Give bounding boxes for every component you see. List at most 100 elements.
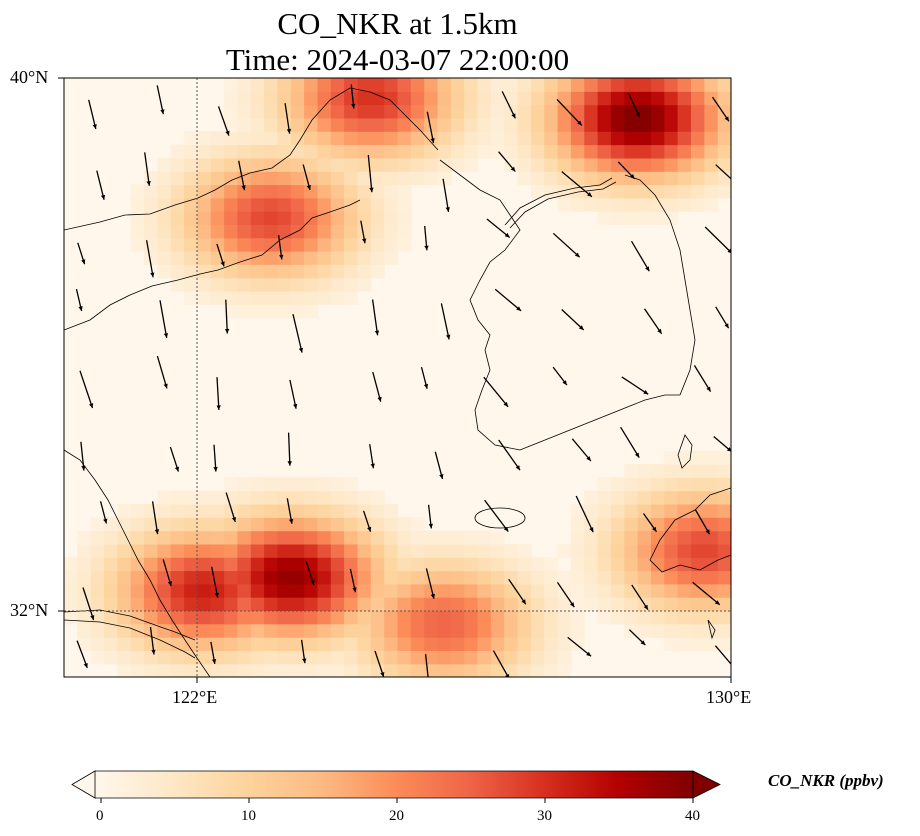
wind-vector (561, 309, 585, 331)
wind-vector (80, 441, 85, 471)
wind-vector-head (352, 587, 357, 593)
wind-vector (556, 582, 575, 608)
wind-vector-head (629, 174, 635, 179)
wind-vector (156, 355, 168, 389)
wind-vector (552, 232, 581, 258)
wind-vector-head (430, 138, 435, 143)
wind-vector-head (511, 113, 516, 119)
wind-vector-head (714, 600, 720, 605)
wind-vector (426, 111, 435, 144)
wind-vector-head (374, 330, 380, 336)
wind-vector-head (351, 103, 356, 109)
wind-vector (162, 559, 172, 587)
wind-vector-head (367, 526, 372, 532)
wind-vector-head (174, 466, 179, 472)
wind-vector-head (426, 679, 430, 684)
wind-vector-head (225, 130, 230, 136)
wind-vector-head (163, 383, 168, 389)
wind-vector (82, 587, 95, 621)
wind-vector (692, 581, 721, 606)
wind-vector-head (83, 663, 88, 668)
wind-vector-head (220, 261, 225, 267)
lon-tick-122e: 122°E (172, 687, 218, 707)
wind-vector-head (586, 456, 591, 461)
wind-vector-head (211, 659, 217, 664)
wind-vector-head (160, 109, 165, 115)
wind-vector-head (445, 207, 450, 212)
wind-vector (494, 288, 522, 312)
wind-vector-head (90, 615, 95, 620)
wind-vector-head (503, 401, 509, 407)
wind-vector (149, 626, 155, 655)
wind-vector (144, 152, 150, 186)
wind-vector-head (310, 580, 315, 586)
wind-vector (711, 96, 730, 122)
wind-vector (217, 106, 230, 136)
wind-vector-head (562, 380, 567, 386)
wind-vector (561, 171, 593, 198)
wind-vector (575, 495, 594, 533)
wind-vector (571, 438, 592, 462)
wind-vector (145, 240, 154, 278)
wind-vector-head (167, 581, 172, 587)
wind-vector (159, 300, 168, 339)
wind-vector-head (302, 658, 307, 664)
wind-vector-head (380, 672, 385, 677)
wind-vector-head (503, 526, 509, 532)
lat-tick-40n: 40°N (10, 67, 49, 87)
colorbar-tick-10: 10 (241, 808, 256, 824)
wind-vector (76, 640, 88, 669)
wind-vector (79, 370, 94, 409)
wind-vector (694, 509, 711, 535)
wind-vector (374, 650, 385, 677)
map-title: CO_NKR at 1.5km (277, 6, 518, 41)
wind-vector-head (287, 461, 292, 466)
wind-vector-head (369, 187, 374, 193)
wind-vector-head (643, 390, 649, 395)
wind-vector-head (78, 306, 83, 311)
wind-vector-head (504, 232, 510, 238)
wind-vector-head (652, 526, 657, 532)
wind-vector (371, 299, 379, 336)
wind-vector-head (587, 192, 592, 197)
colorbar-tick-40: 40 (685, 808, 700, 824)
wind-vector (715, 164, 731, 180)
wind-vector-head (286, 128, 292, 134)
wind-vector-head (736, 671, 741, 676)
wind-vector (498, 439, 521, 471)
wind-vector (88, 99, 97, 130)
wind-vector-head (705, 529, 710, 535)
colorbar-tick-30: 30 (537, 808, 552, 824)
wind-vector-head (643, 604, 648, 610)
wind-vector-head (289, 518, 294, 524)
wind-vector-head (439, 474, 444, 479)
wind-vector-head (521, 599, 526, 605)
wind-vector-head (505, 673, 510, 677)
wind-vector-head (92, 124, 97, 129)
wind-vector-head (214, 592, 219, 598)
wind-vector (213, 444, 217, 472)
wind-vector-head (151, 649, 156, 655)
wind-vector (630, 240, 650, 272)
wind-vector-head (216, 405, 221, 410)
wind-vector-head (103, 518, 108, 524)
wind-vector-head (163, 333, 169, 338)
wind-vector (492, 650, 509, 677)
map-subtitle-time: Time: 2024-03-07 22:00:00 (225, 42, 570, 77)
wind-vector-head (81, 259, 86, 265)
wind-vector-head (362, 238, 367, 244)
wind-vector (225, 492, 236, 523)
wind-vector-head (724, 323, 729, 329)
lon-tick-130e: 130°E (706, 687, 752, 707)
wind-vector-head (510, 166, 516, 172)
wind-vector (501, 91, 516, 119)
lat-tick-32n: 32°N (10, 600, 49, 620)
wind-vector-head (640, 640, 646, 645)
wind-vector-head (293, 403, 298, 409)
wind-vector-head (377, 396, 382, 402)
wind-vector-head (446, 334, 451, 340)
wind-vector (620, 426, 640, 458)
wind-vector-head (645, 266, 650, 272)
wind-vector (367, 154, 373, 193)
